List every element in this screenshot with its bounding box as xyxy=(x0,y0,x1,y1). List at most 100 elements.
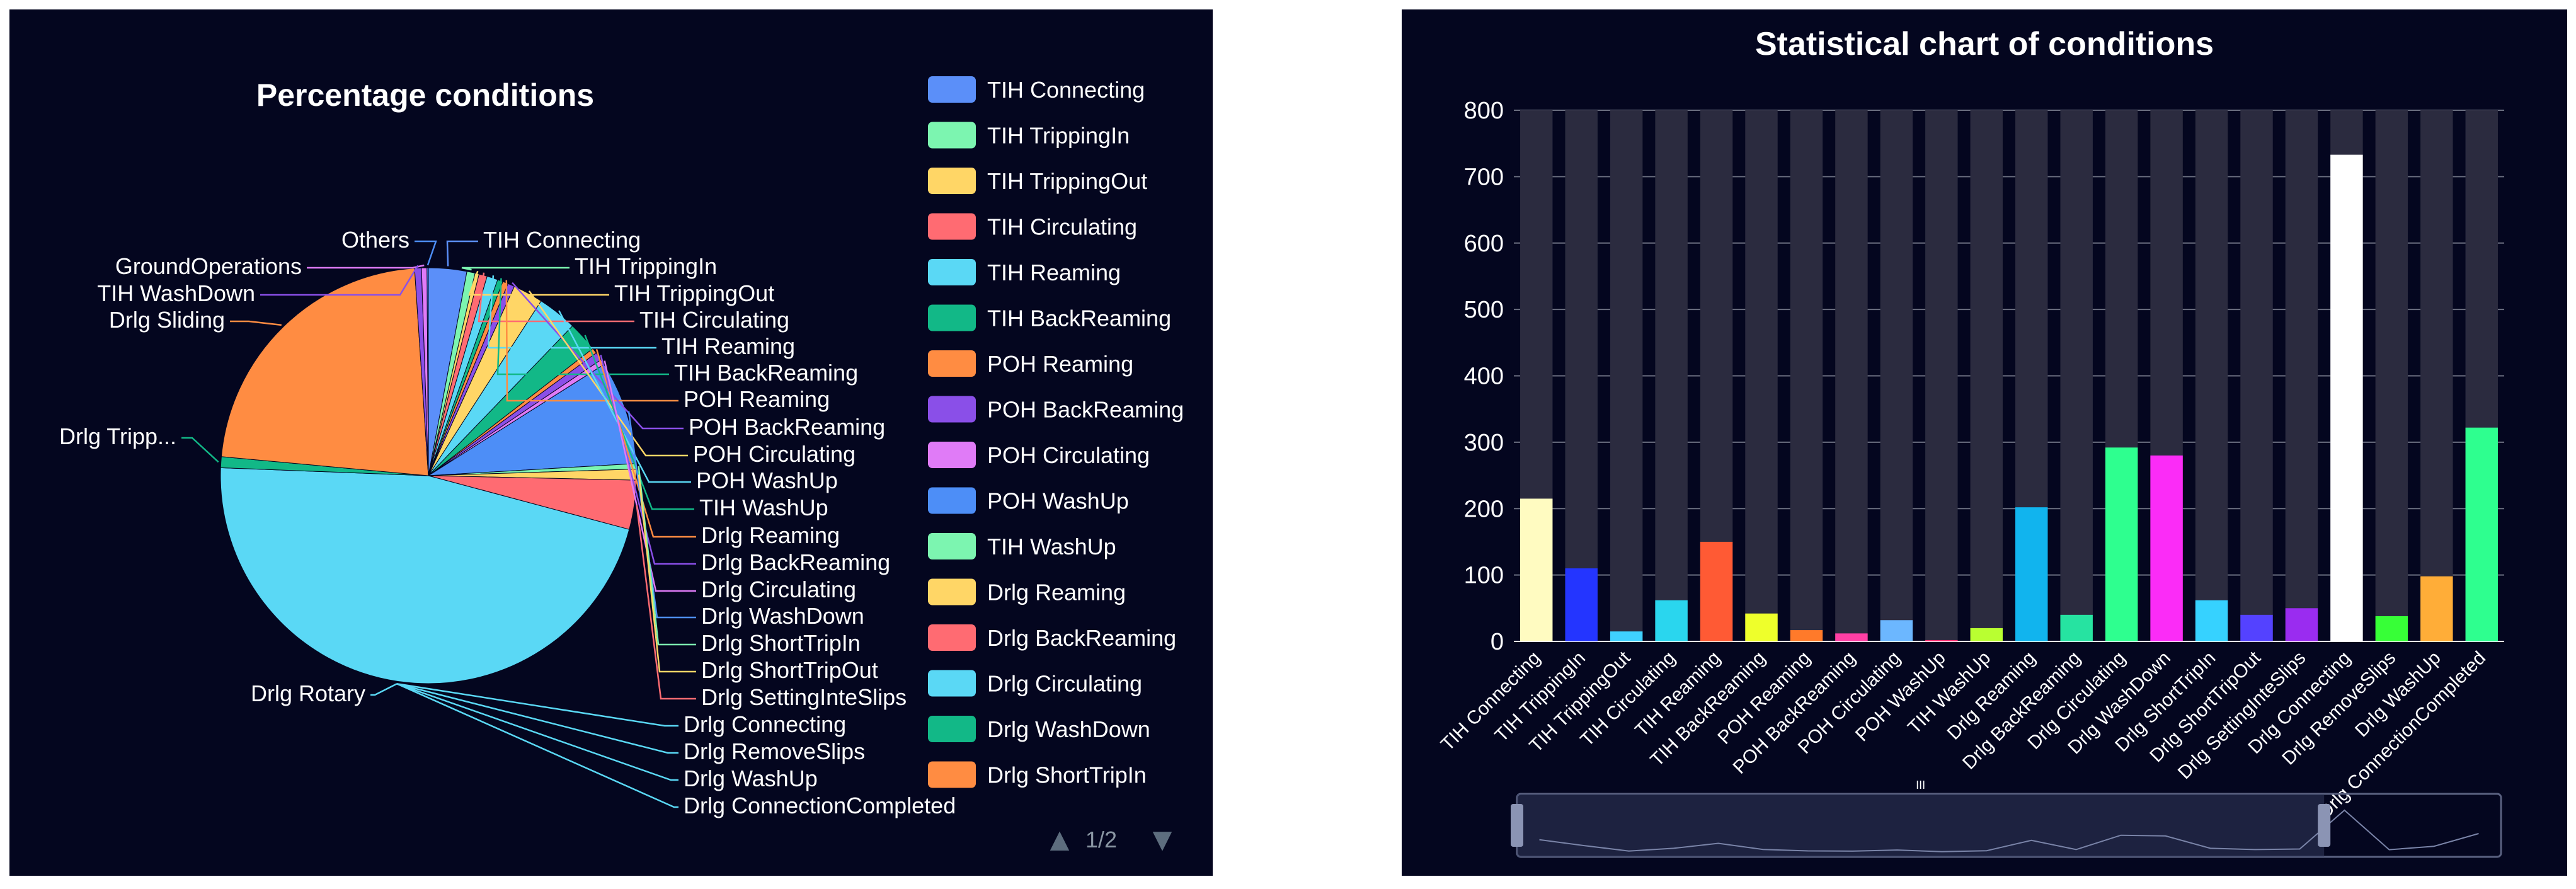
legend-item-poh-reaming[interactable]: POH Reaming xyxy=(928,350,1133,377)
legend-label: POH Reaming xyxy=(987,351,1133,377)
legend-label: Drlg ShortTripIn xyxy=(987,762,1147,788)
legend-item-tih-trippingout[interactable]: TIH TrippingOut xyxy=(928,168,1147,194)
pie-label-line xyxy=(496,278,669,376)
legend-swatch xyxy=(928,670,976,697)
bar-tih-washup[interactable] xyxy=(1970,628,2003,641)
legend-label: POH WashUp xyxy=(987,488,1129,514)
pie-label-line xyxy=(528,290,688,457)
bar-tih-trippingin[interactable] xyxy=(1565,568,1598,641)
pie-slice-drlg-sliding[interactable] xyxy=(220,268,429,476)
bar-background xyxy=(2375,110,2408,641)
pie-label-drlg-reaming: Drlg Reaming xyxy=(701,522,840,548)
pie-label-line xyxy=(627,411,696,619)
bar-drlg-shorttripout[interactable] xyxy=(2240,614,2273,641)
y-tick-label: 600 xyxy=(1464,231,1504,257)
pie-label-drlg-washup: Drlg WashUp xyxy=(684,766,818,791)
pie-label-line xyxy=(396,683,678,808)
pie-label-line xyxy=(505,280,678,402)
bar-drlg-connectioncompleted[interactable] xyxy=(2465,427,2498,641)
pie-label-poh-washup: POH WashUp xyxy=(696,467,838,493)
bar-poh-reaming[interactable] xyxy=(1790,630,1823,641)
legend-item-tih-washup[interactable]: TIH WashUp xyxy=(928,533,1116,559)
bar-background xyxy=(2060,110,2093,641)
bar-drlg-removeslips[interactable] xyxy=(2375,616,2408,641)
pie-label-line xyxy=(396,683,678,727)
pie-label-line xyxy=(636,505,696,700)
legend-swatch xyxy=(928,533,976,559)
pie-label-line xyxy=(446,240,478,267)
legend-item-tih-reaming[interactable]: TIH Reaming xyxy=(928,259,1121,285)
legend-swatch xyxy=(928,350,976,377)
legend-swatch xyxy=(928,304,976,331)
pie-label-tih-trippingin: TIH TrippingIn xyxy=(575,253,717,279)
legend-swatch xyxy=(928,761,976,788)
pie-slice-drlg-rotary[interactable] xyxy=(220,467,630,684)
legend-label: Drlg WashDown xyxy=(987,716,1150,742)
bar-background xyxy=(1745,110,1778,641)
bar-tih-reaming[interactable] xyxy=(1700,541,1733,641)
pie-chart-title: Percentage conditions xyxy=(256,77,594,113)
legend-next-icon[interactable]: ▼ xyxy=(1146,822,1178,858)
legend-swatch xyxy=(928,76,976,103)
data-zoom-left-handle[interactable] xyxy=(1511,804,1523,847)
pie-label-line xyxy=(638,474,696,673)
bar-drlg-shorttripin[interactable] xyxy=(2195,600,2228,641)
legend-item-tih-connecting[interactable]: TIH Connecting xyxy=(928,76,1145,103)
legend-item-poh-washup[interactable]: POH WashUp xyxy=(928,487,1129,514)
bar-background xyxy=(1655,110,1688,641)
pie-label-line xyxy=(558,310,691,483)
bar-drlg-circulating[interactable] xyxy=(2105,447,2138,641)
legend-item-drlg-backreaming[interactable]: Drlg BackReaming xyxy=(928,624,1176,651)
y-tick-label: 800 xyxy=(1464,98,1504,124)
data-zoom-slider[interactable]: III xyxy=(1511,779,2502,858)
pie-label-line xyxy=(230,320,282,326)
legend-item-drlg-shorttripin[interactable]: Drlg ShortTripIn xyxy=(928,761,1147,788)
pie-slice-others[interactable] xyxy=(426,267,429,476)
y-axis-tick-labels: 0 100 200 300 400 500 600 700 800 xyxy=(1464,98,1504,655)
legend-item-drlg-circulating[interactable]: Drlg Circulating xyxy=(928,670,1142,697)
bar-background xyxy=(2195,110,2228,641)
legend-item-drlg-reaming[interactable]: Drlg Reaming xyxy=(928,578,1126,605)
bar-tih-connecting[interactable] xyxy=(1520,498,1553,641)
bar-drlg-washdown[interactable] xyxy=(2150,455,2183,641)
legend-item-tih-backreaming[interactable]: TIH BackReaming xyxy=(928,304,1171,331)
bar-poh-washup[interactable] xyxy=(1925,640,1958,641)
legend-pager[interactable]: ▲ 1/2 ▼ xyxy=(1043,822,1178,858)
bar-poh-circulating[interactable] xyxy=(1880,620,1913,641)
legend-label: Drlg Reaming xyxy=(987,580,1126,605)
pie-label-drlg-shorttripin: Drlg ShortTripIn xyxy=(701,630,861,656)
legend-prev-icon[interactable]: ▲ xyxy=(1043,822,1075,858)
bar-background xyxy=(1835,110,1868,641)
bar-background xyxy=(1790,110,1823,641)
bar-chart-title: Statistical chart of conditions xyxy=(1755,26,2214,62)
legend-label: POH Circulating xyxy=(987,442,1150,468)
bar-background xyxy=(1610,110,1643,641)
bar-drlg-washup[interactable] xyxy=(2420,576,2453,641)
bar-tih-backreaming[interactable] xyxy=(1745,613,1778,641)
y-tick-label: 100 xyxy=(1464,563,1504,589)
legend-swatch xyxy=(928,442,976,468)
legend-item-poh-circulating[interactable]: POH Circulating xyxy=(928,442,1150,468)
pie-label-drlg-connecting: Drlg Connecting xyxy=(684,711,846,737)
bar-poh-backreaming[interactable] xyxy=(1835,633,1868,641)
legend-item-drlg-washdown[interactable]: Drlg WashDown xyxy=(928,716,1150,742)
bar-tih-trippingout[interactable] xyxy=(1610,631,1643,641)
legend-item-tih-circulating[interactable]: TIH Circulating xyxy=(928,213,1137,240)
legend-item-poh-backreaming[interactable]: POH BackReaming xyxy=(928,396,1184,423)
pie-label-line xyxy=(396,683,678,754)
pie-label-drlg-connectioncompleted: Drlg ConnectionCompleted xyxy=(684,793,956,818)
bar-drlg-reaming[interactable] xyxy=(2015,507,2048,641)
bar-drlg-settinginteslips[interactable] xyxy=(2285,608,2318,641)
bar-drlg-connecting[interactable] xyxy=(2330,154,2363,641)
pie-label-line xyxy=(468,270,609,296)
data-zoom-right-handle[interactable] xyxy=(2318,804,2331,847)
bar-drlg-backreaming[interactable] xyxy=(2060,614,2093,641)
bar-chart-panel: Statistical chart of conditions 0 100 200 3… xyxy=(1402,9,2567,876)
legend-item-tih-trippingin[interactable]: TIH TrippingIn xyxy=(928,122,1130,149)
data-zoom-selection[interactable] xyxy=(1517,794,2325,857)
legend-label: POH BackReaming xyxy=(987,397,1184,423)
bar-tih-circulating[interactable] xyxy=(1655,600,1688,641)
data-zoom-move-handle[interactable]: III xyxy=(1916,779,1925,791)
pie-label-drlg-washdown: Drlg WashDown xyxy=(701,603,864,629)
